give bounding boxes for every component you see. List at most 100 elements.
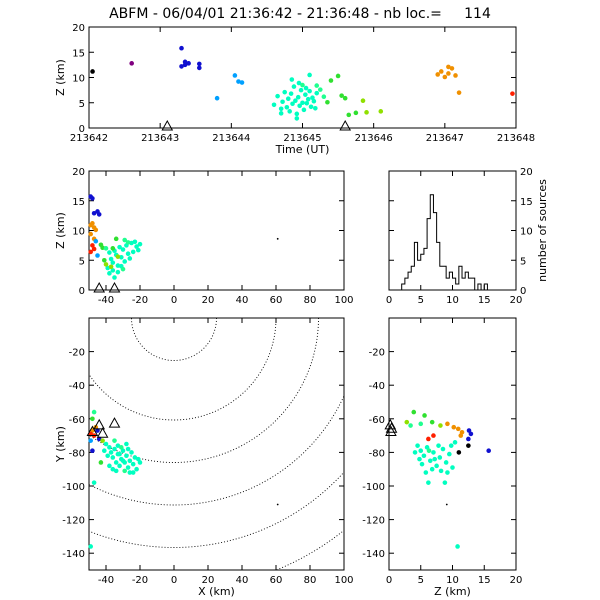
data-point xyxy=(287,109,292,114)
data-point xyxy=(308,104,314,110)
y-tick-label: 0 xyxy=(79,124,85,135)
data-point xyxy=(434,463,439,469)
data-point xyxy=(186,61,191,66)
data-point xyxy=(117,463,122,469)
y-tick-label: -80 xyxy=(69,448,85,459)
x-tick-label: 213642 xyxy=(70,133,108,144)
data-point xyxy=(120,266,126,272)
data-point xyxy=(110,260,116,265)
station-marker xyxy=(93,281,106,293)
data-point xyxy=(115,263,121,268)
data-point xyxy=(311,98,317,104)
data-point xyxy=(125,251,131,257)
x-axis-label: Time (UT) xyxy=(275,143,330,156)
data-point xyxy=(90,416,95,422)
data-point xyxy=(91,480,97,485)
data-point xyxy=(418,421,424,427)
x-tick-label: 213648 xyxy=(497,133,535,144)
data-point xyxy=(102,257,107,263)
data-point xyxy=(429,466,435,472)
data-point xyxy=(443,460,449,465)
data-point xyxy=(88,231,93,237)
data-point xyxy=(423,470,429,475)
data-point xyxy=(278,106,284,112)
data-point xyxy=(236,79,241,84)
data-point xyxy=(105,453,110,459)
data-point xyxy=(120,247,126,252)
data-point xyxy=(275,93,280,99)
y-tick-label: -100 xyxy=(362,482,385,493)
data-point xyxy=(90,69,95,74)
data-point xyxy=(412,450,418,455)
data-point xyxy=(120,458,126,464)
figure-title: ABFM - 06/04/01 21:36:42 - 21:36:48 - nb… xyxy=(109,6,491,22)
station-marker xyxy=(339,119,352,131)
data-point xyxy=(426,480,431,485)
data-point xyxy=(294,116,300,121)
data-point xyxy=(115,443,121,448)
y-tick-label: 20 xyxy=(520,167,533,178)
y-axis-label: Z (km) xyxy=(54,59,67,96)
data-point xyxy=(284,104,290,110)
y-tick-label: 0 xyxy=(79,286,85,297)
range-ring xyxy=(131,318,217,361)
data-point xyxy=(301,107,307,113)
data-point xyxy=(91,409,97,415)
data-point xyxy=(130,249,136,255)
data-point xyxy=(96,212,102,217)
data-point xyxy=(117,451,122,457)
data-point xyxy=(130,470,136,475)
data-point xyxy=(91,210,97,216)
data-point xyxy=(300,82,305,88)
x-tick-label: 0 xyxy=(171,575,177,586)
data-point xyxy=(288,91,294,96)
x-axis-label: X (km) xyxy=(198,585,235,598)
data-point xyxy=(455,426,461,432)
data-point xyxy=(110,455,116,460)
y-tick-label: -100 xyxy=(62,482,85,493)
data-point xyxy=(132,239,138,245)
data-point xyxy=(447,451,452,457)
panel-x-height: -40 -20 0 20 40 60 80 100 0 5 10 15 20 Z (km) xyxy=(54,167,354,306)
data-point xyxy=(456,90,462,95)
plot-frame xyxy=(88,26,517,129)
data-point xyxy=(294,111,300,117)
data-point xyxy=(300,100,305,106)
x-tick-label: 15 xyxy=(478,575,491,586)
y-tick-label: 10 xyxy=(520,227,533,238)
data-point xyxy=(122,237,127,243)
data-point xyxy=(418,448,424,454)
data-point xyxy=(130,461,136,467)
data-point xyxy=(285,96,291,102)
station-marker xyxy=(93,418,106,430)
x-tick-label: 40 xyxy=(236,295,249,306)
y-tick-label: 10 xyxy=(72,74,85,85)
data-point xyxy=(102,448,107,454)
data-point xyxy=(278,111,284,116)
y-tick-label: 20 xyxy=(72,23,85,34)
x-tick-label: 213646 xyxy=(355,133,393,144)
station-marker xyxy=(108,281,121,293)
y-tick-label: 15 xyxy=(520,197,533,208)
data-point xyxy=(136,247,141,253)
range-rings xyxy=(89,318,344,570)
range-ring xyxy=(89,318,277,421)
range-ring xyxy=(89,471,344,548)
y-tick-label: 20 xyxy=(72,167,85,178)
data-point xyxy=(442,480,448,485)
data-point xyxy=(108,450,114,455)
data-point xyxy=(335,73,341,79)
data-point xyxy=(179,45,184,51)
data-point xyxy=(446,64,451,70)
data-point xyxy=(127,470,133,475)
x-tick-label: -40 xyxy=(98,295,114,306)
data-point xyxy=(291,84,297,89)
x-tick-label: 213645 xyxy=(283,133,321,144)
x-tick-label: -20 xyxy=(132,575,148,586)
data-point xyxy=(271,102,277,108)
data-point xyxy=(303,92,308,97)
data-point xyxy=(122,468,127,474)
data-point xyxy=(93,238,99,244)
panel-time-height: 213642 213643 213644 213645 213646 213647 2136… xyxy=(54,23,535,156)
data-points xyxy=(404,409,491,549)
